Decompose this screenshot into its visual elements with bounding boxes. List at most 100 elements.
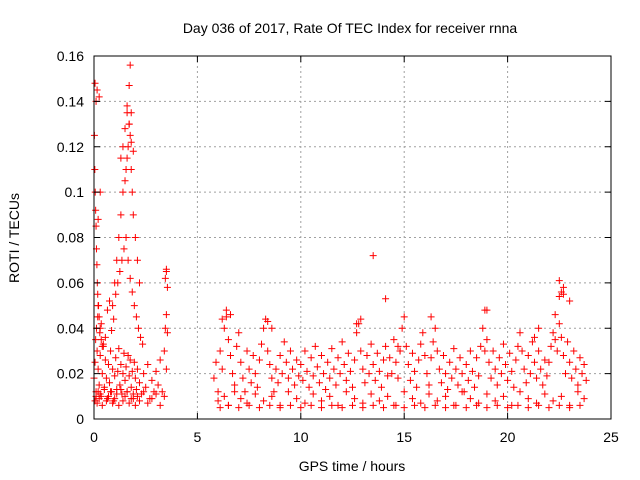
data-point	[483, 404, 491, 412]
data-point	[291, 381, 299, 389]
data-point	[276, 404, 284, 412]
data-point	[437, 379, 445, 387]
data-point	[508, 401, 516, 409]
x-tick-label: 0	[90, 429, 98, 445]
data-point	[297, 404, 305, 412]
data-point	[270, 388, 278, 396]
data-point	[446, 358, 454, 366]
data-point	[127, 138, 135, 146]
data-point	[392, 358, 400, 366]
data-point	[328, 401, 336, 409]
data-point	[456, 354, 464, 362]
data-point	[454, 381, 462, 389]
data-point	[510, 383, 518, 391]
data-point	[499, 340, 507, 348]
data-point	[473, 401, 481, 409]
data-point	[452, 401, 460, 409]
data-point	[135, 279, 143, 287]
x-tick-label: 15	[396, 429, 412, 445]
data-point	[128, 367, 136, 375]
data-point	[226, 351, 234, 359]
data-point	[483, 336, 491, 344]
data-point	[251, 370, 259, 378]
data-point	[117, 211, 125, 219]
data-point	[499, 392, 507, 400]
data-point	[466, 395, 474, 403]
data-point	[493, 401, 501, 409]
data-point	[214, 397, 222, 405]
data-point	[131, 234, 139, 241]
data-point	[160, 347, 168, 355]
data-point	[357, 315, 365, 323]
data-points	[90, 61, 590, 412]
data-point	[344, 349, 352, 357]
data-point	[95, 381, 103, 389]
data-point	[317, 351, 325, 359]
data-point	[130, 302, 138, 310]
data-point	[373, 349, 381, 357]
data-point	[462, 404, 470, 412]
data-point	[121, 177, 129, 185]
data-point	[111, 372, 119, 380]
data-point	[301, 399, 309, 407]
data-point	[375, 397, 383, 405]
data-point	[307, 354, 315, 362]
data-point	[235, 329, 243, 337]
data-point	[516, 329, 524, 337]
data-point	[380, 356, 388, 364]
data-point	[255, 404, 263, 412]
data-point	[129, 147, 137, 155]
data-point	[388, 370, 396, 378]
data-point	[518, 347, 526, 355]
data-point	[222, 313, 230, 321]
data-point	[117, 386, 125, 394]
data-point	[543, 372, 551, 380]
data-point	[133, 365, 141, 373]
data-point	[408, 395, 416, 403]
data-point	[375, 367, 383, 375]
data-point	[133, 256, 141, 264]
data-point	[483, 306, 491, 314]
data-point	[126, 61, 134, 69]
data-point	[268, 392, 276, 400]
data-point	[559, 351, 567, 359]
data-point	[111, 395, 119, 403]
data-point	[524, 351, 532, 359]
data-point	[214, 388, 222, 396]
data-point	[353, 320, 361, 328]
data-point	[122, 363, 130, 371]
data-point	[330, 365, 338, 373]
data-point	[400, 404, 408, 412]
y-tick-label: 0.12	[57, 139, 84, 155]
data-point	[369, 252, 377, 260]
data-point	[161, 324, 169, 332]
data-point	[152, 367, 160, 375]
data-point	[117, 361, 125, 369]
data-point	[104, 361, 112, 369]
data-point	[332, 381, 340, 389]
data-point	[309, 372, 317, 380]
data-point	[419, 329, 427, 337]
data-point	[116, 268, 124, 276]
data-point	[371, 376, 379, 384]
data-point	[93, 347, 101, 355]
data-point	[119, 188, 127, 196]
data-point	[121, 376, 129, 384]
data-point	[154, 381, 162, 389]
data-point	[121, 125, 129, 133]
data-point	[553, 347, 561, 355]
data-point	[351, 356, 359, 364]
data-point	[369, 401, 377, 409]
data-point	[293, 356, 301, 364]
data-point	[326, 392, 334, 400]
data-point	[266, 401, 274, 409]
data-point	[384, 372, 392, 380]
x-tick-labels: 0 5 10 15 20 25	[90, 429, 619, 445]
data-point	[475, 372, 483, 380]
data-point	[104, 392, 112, 400]
data-point	[555, 320, 563, 328]
data-point	[504, 404, 512, 412]
data-point	[120, 349, 128, 357]
data-point	[423, 370, 431, 378]
